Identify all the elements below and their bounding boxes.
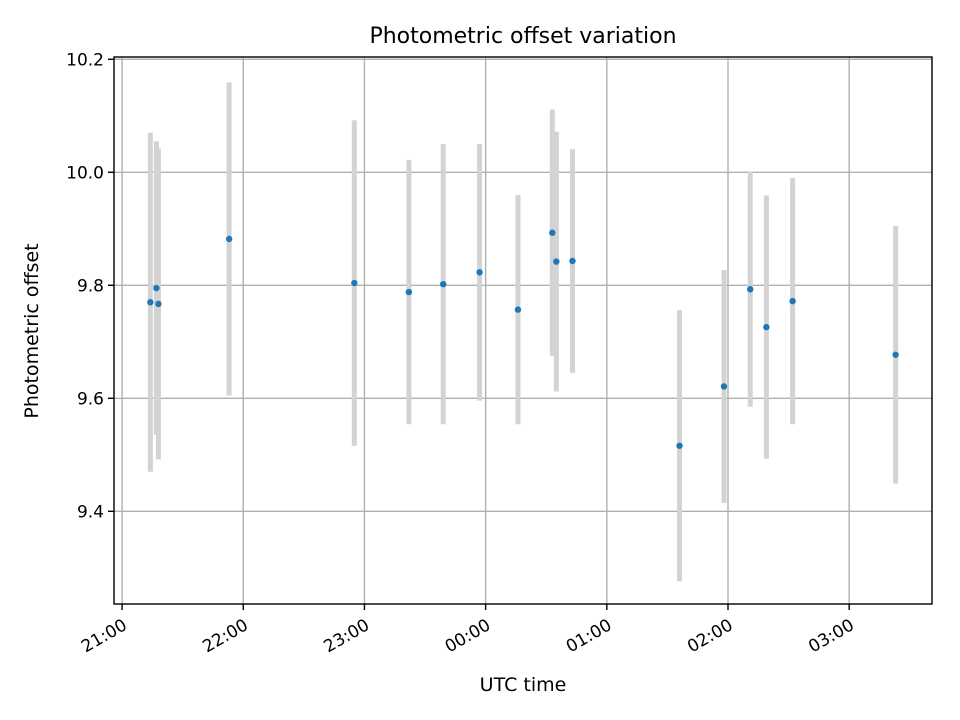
data-point: [763, 323, 770, 331]
chart-title: Photometric offset variation: [369, 24, 676, 49]
data-point: [720, 383, 728, 390]
y-tick-label: 10.2: [66, 50, 104, 70]
data-point: [440, 280, 447, 288]
data-point: [351, 279, 358, 287]
x-tick-label: 23:00: [321, 615, 373, 657]
data-point: [676, 442, 683, 449]
grid: [114, 57, 932, 604]
data-point: [789, 297, 796, 305]
y-tick-label: 9.4: [77, 502, 104, 522]
data-point: [155, 300, 162, 308]
data-point: [747, 286, 754, 293]
y-axis-label: Photometric offset: [21, 243, 43, 418]
data-point: [892, 351, 899, 358]
data-point: [405, 288, 413, 296]
data-point: [549, 229, 556, 236]
x-tick-label: 21:00: [78, 615, 130, 657]
y-tick-label: 9.6: [77, 389, 104, 409]
data-point: [569, 257, 576, 265]
y-tick-label: 9.8: [77, 276, 104, 296]
data-point: [147, 299, 154, 306]
plot-frame: [113, 56, 933, 605]
x-tick-label: 02:00: [684, 615, 736, 657]
x-axis-label: UTC time: [480, 674, 567, 696]
x-tick-label: 03:00: [805, 615, 857, 657]
data-point: [153, 284, 160, 292]
data-point: [553, 258, 560, 265]
y-tick-label: 10.0: [66, 163, 104, 183]
data-point: [225, 235, 233, 243]
x-tick-label: 22:00: [199, 615, 251, 657]
data-point: [476, 269, 483, 276]
data-points: [147, 229, 899, 449]
x-tick-label: 01:00: [563, 615, 615, 657]
axis-ticks: 21:00 22:00 23:00 00:00 01:00 02:00 03:00 9.4 9.…: [66, 50, 858, 657]
x-tick-label: 00:00: [442, 615, 494, 657]
error-bars: [147, 82, 899, 582]
data-point: [514, 306, 522, 313]
